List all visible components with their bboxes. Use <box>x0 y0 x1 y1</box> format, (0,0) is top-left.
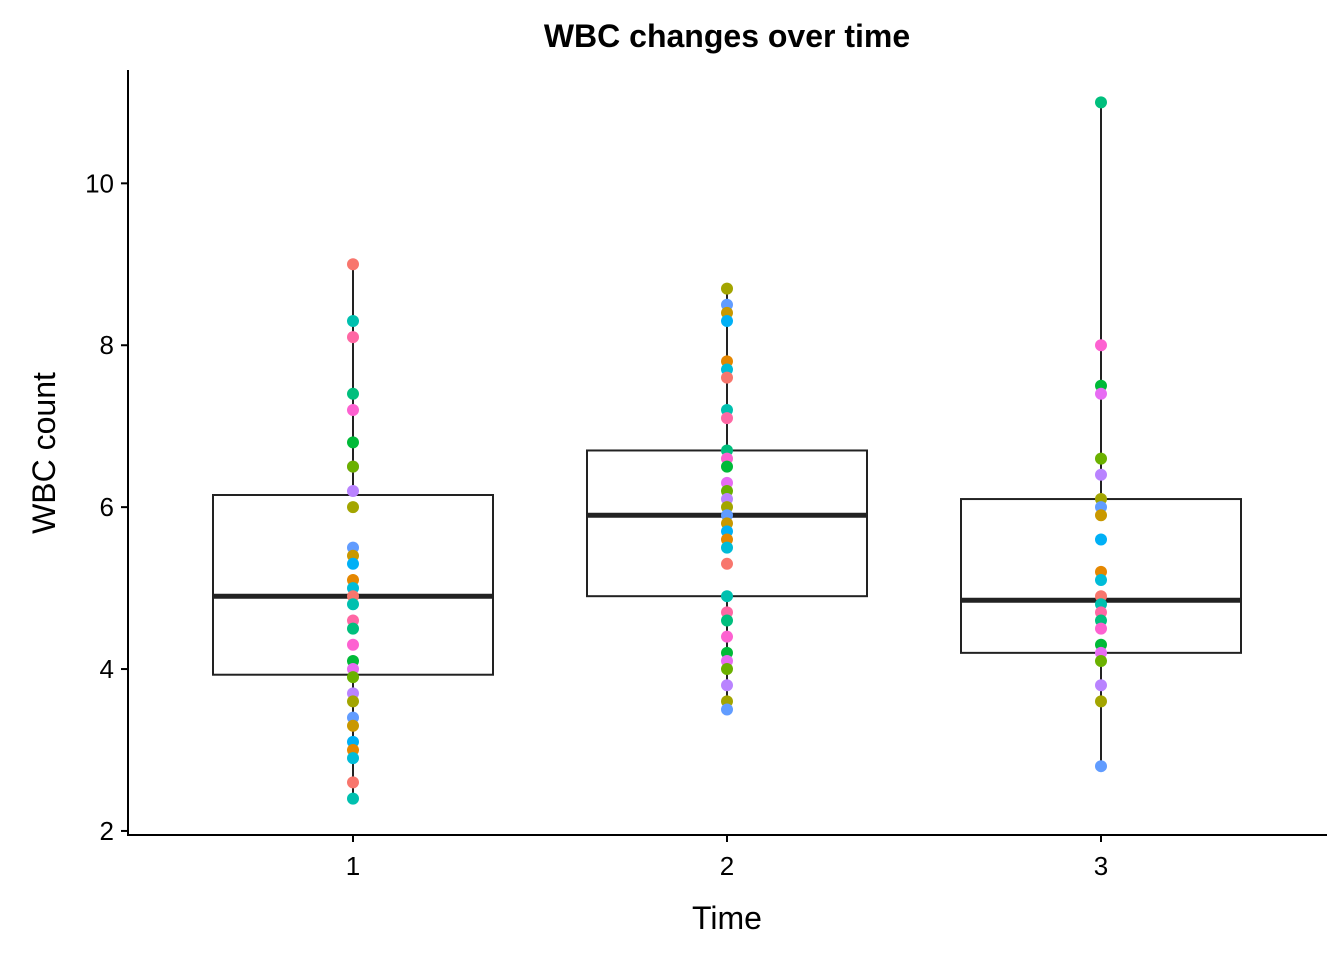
data-point <box>1095 622 1107 635</box>
data-point <box>1095 387 1107 400</box>
data-point <box>721 614 733 627</box>
data-point <box>721 679 733 692</box>
data-point <box>721 663 733 676</box>
data-point <box>721 630 733 643</box>
points-group-1 <box>347 258 359 805</box>
data-point <box>347 598 359 611</box>
data-point <box>721 703 733 716</box>
data-point <box>347 484 359 497</box>
data-point <box>1095 679 1107 692</box>
data-point <box>347 622 359 635</box>
data-point <box>347 501 359 514</box>
data-point <box>1095 339 1107 352</box>
data-point <box>1095 695 1107 708</box>
data-point <box>1095 509 1107 522</box>
data-point <box>347 331 359 344</box>
data-point <box>347 776 359 789</box>
x-tick-label: 1 <box>346 851 360 881</box>
x-tick-label: 2 <box>720 851 734 881</box>
data-point <box>721 371 733 384</box>
data-point <box>721 590 733 603</box>
data-point <box>347 404 359 416</box>
points-group-3 <box>1095 96 1107 773</box>
chart-title: WBC changes over time <box>544 18 910 54</box>
x-axis-title: Time <box>692 900 762 936</box>
data-point <box>347 460 359 473</box>
x-tick-label: 3 <box>1094 851 1108 881</box>
data-point <box>347 638 359 651</box>
y-tick-label: 10 <box>85 168 114 198</box>
y-tick-label: 4 <box>100 654 114 684</box>
data-point <box>1095 760 1107 773</box>
data-point <box>347 671 359 684</box>
y-axis-title: WBC count <box>26 372 62 534</box>
y-tick-label: 2 <box>100 816 114 846</box>
data-point <box>1095 452 1107 465</box>
data-point <box>347 314 359 327</box>
data-point <box>347 695 359 708</box>
data-point <box>1095 574 1107 586</box>
data-point <box>347 436 359 449</box>
y-tick-label: 6 <box>100 492 114 522</box>
data-point <box>721 460 733 473</box>
data-point <box>721 541 733 554</box>
data-point <box>347 387 359 400</box>
data-point <box>1095 654 1107 667</box>
data-point <box>347 258 359 271</box>
plot-area <box>212 96 1242 805</box>
data-point <box>721 314 733 327</box>
data-point <box>347 557 359 570</box>
data-point <box>347 752 359 765</box>
y-tick-label: 8 <box>100 330 114 360</box>
data-point <box>721 557 733 570</box>
data-point <box>721 282 733 295</box>
data-point <box>1095 96 1107 109</box>
data-point <box>1095 468 1107 481</box>
data-point <box>347 719 359 732</box>
data-point <box>1095 533 1107 546</box>
data-point <box>721 412 733 425</box>
data-point <box>347 792 359 805</box>
points-group-2 <box>721 282 733 716</box>
